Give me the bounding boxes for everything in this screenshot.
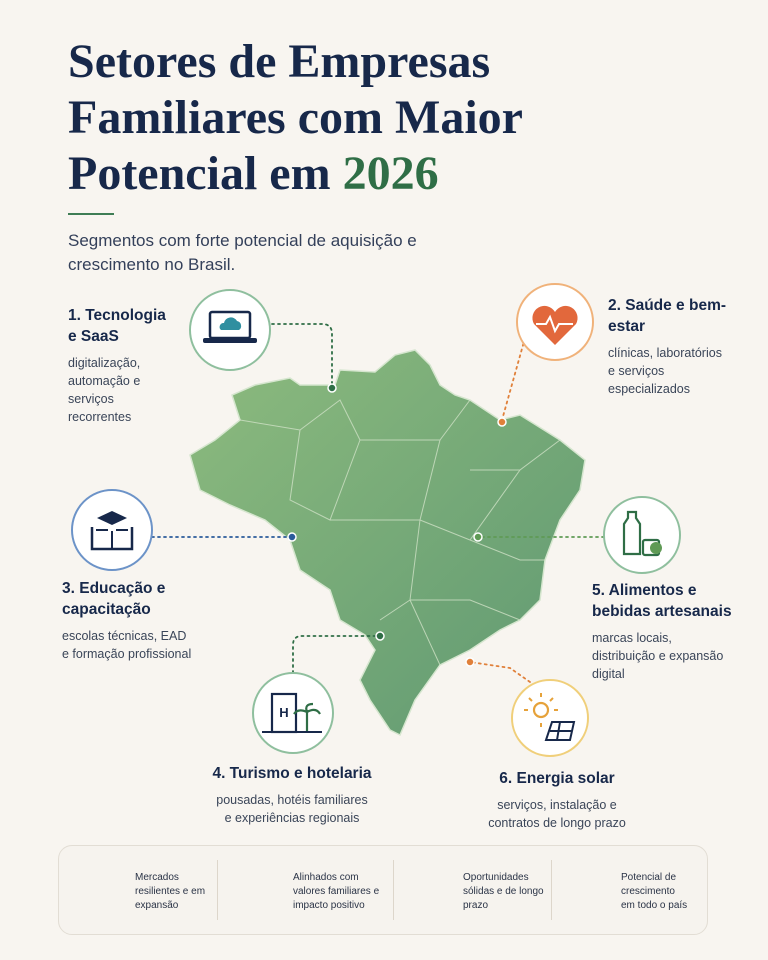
sector-title: 1. Tecnologia e SaaS: [68, 307, 166, 345]
sector-title: 2. Saúde e bem-estar: [608, 297, 727, 335]
sector: 2. Saúde e bem-estar clínicas, laboratór…: [608, 295, 728, 398]
title-highlight: 2026: [342, 147, 439, 200]
icon-food: [603, 496, 681, 574]
icon-health: [516, 283, 594, 361]
sector: 3. Educação e capacitação escolas técnic…: [62, 578, 192, 663]
sector: 5. Alimentos e bebidas artesanais marcas…: [592, 580, 732, 683]
sector: 6. Energia solar serviços, instalação e …: [482, 768, 632, 832]
footer-item: Mercados resilientes e em expansão: [135, 872, 206, 911]
brazil-map: [189, 349, 586, 737]
sector: 1. Tecnologia e SaaS digitalização, auto…: [68, 305, 178, 426]
icon-education: [71, 489, 153, 571]
title: Setores de Empresas Familiares com Maior…: [68, 34, 628, 202]
title-main: Setores de Empresas Familiares com Maior…: [68, 35, 523, 200]
sector-title: 4. Turismo e hotelaria: [212, 765, 372, 782]
sector-title: 5. Alimentos e bebidas artesanais: [592, 582, 732, 620]
map-dots: [287, 383, 507, 667]
footer-item: Oportunidades sólidas e de longo prazo: [463, 872, 544, 911]
separator: [217, 860, 218, 920]
sector-description: escolas técnicas, EAD e formação profiss…: [62, 629, 192, 661]
sector: 4. Turismo e hotelaria pousadas, hotéis …: [212, 763, 372, 827]
sector-description: serviços, instalação e contratos de long…: [488, 798, 626, 830]
sector-title: 3. Educação e capacitação: [62, 580, 166, 618]
separator: [393, 860, 394, 920]
connectors: [151, 323, 605, 683]
title-rule: [68, 213, 114, 215]
sector-title: 6. Energia solar: [499, 770, 615, 787]
icon-technology: [189, 289, 271, 371]
sector-description: clínicas, laboratórios e serviços especi…: [608, 346, 722, 396]
svg-text:H: H: [279, 705, 288, 720]
sector-description: digitalização, automação e serviços reco…: [68, 356, 141, 424]
footer-item: Alinhados com valores familiares e impac…: [293, 872, 380, 911]
sector-description: pousadas, hotéis familiares e experiênci…: [216, 793, 368, 825]
footer: Mercados resilientes e em expansão Alinh…: [58, 845, 708, 935]
footer-item: Potencial de crescimento em todo o país: [621, 872, 688, 911]
icon-solar: [511, 679, 589, 757]
separator: [551, 860, 552, 920]
sector-description: marcas locais, distribuição e expansão d…: [592, 631, 724, 681]
icon-tourism: H: [252, 672, 334, 754]
subtitle: Segmentos com forte potencial de aquisiç…: [68, 231, 417, 274]
